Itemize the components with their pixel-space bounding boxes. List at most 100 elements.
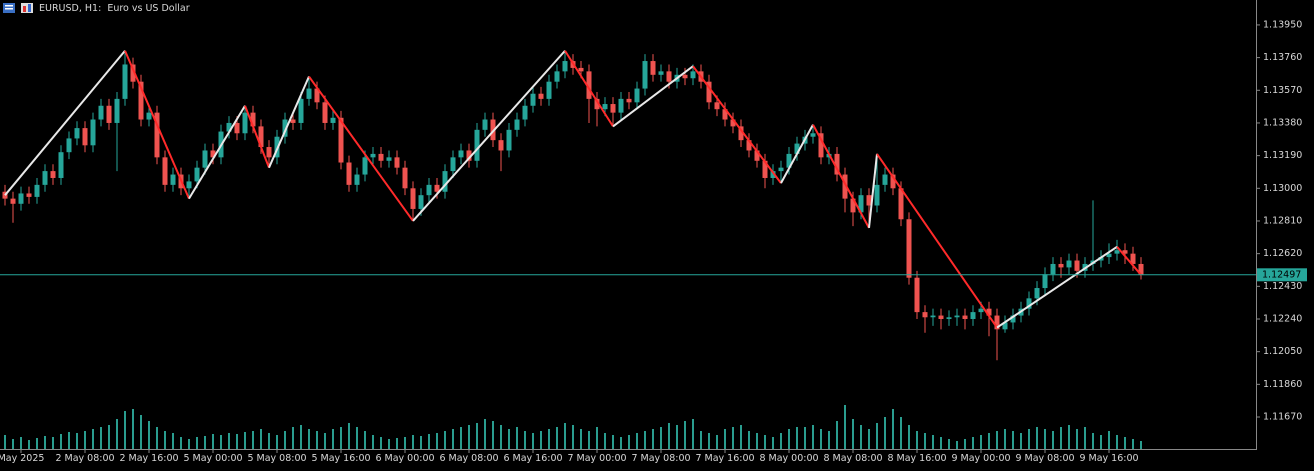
- volume-bar: [228, 433, 230, 449]
- volume-bar: [900, 417, 902, 449]
- candle-body: [546, 81, 552, 99]
- candle-body: [402, 167, 408, 189]
- volume-bar: [964, 439, 966, 449]
- volume-bar: [756, 433, 758, 449]
- candle-body: [1106, 253, 1112, 258]
- volume-bar: [484, 419, 486, 449]
- candle-body: [202, 150, 208, 168]
- volume-bar: [1100, 435, 1102, 449]
- y-tick-label: 1.13570: [1263, 85, 1302, 96]
- candle-body: [562, 61, 568, 72]
- volume-bar: [780, 433, 782, 449]
- candle-body: [954, 315, 960, 318]
- volume-bar: [204, 436, 206, 449]
- candle-body: [370, 153, 376, 158]
- zigzag-segment: [188, 105, 246, 200]
- volume-bar: [652, 429, 654, 449]
- candle-body: [970, 312, 976, 319]
- candle-body: [434, 184, 440, 192]
- x-tick-label: 5 May 16:00: [311, 453, 370, 464]
- volume-bar: [108, 425, 110, 449]
- volume-bar: [580, 429, 582, 449]
- current-price-label: 1.12497: [1262, 269, 1301, 280]
- volume-bar: [468, 425, 470, 449]
- candle-body: [10, 198, 16, 204]
- volume-bar: [972, 437, 974, 449]
- volume-bar: [772, 437, 774, 449]
- volume-bar: [892, 409, 894, 449]
- candle-body: [482, 119, 488, 130]
- volume-bar: [988, 433, 990, 449]
- volume-bar: [356, 427, 358, 449]
- volume-bar: [676, 425, 678, 449]
- volume-bar: [612, 435, 614, 449]
- volume-bar: [956, 441, 958, 449]
- candle-body: [322, 102, 328, 123]
- x-tick-label: 2 May 16:00: [119, 453, 178, 464]
- volume-bar: [1012, 431, 1014, 449]
- volume-bar: [100, 427, 102, 449]
- candle-body: [706, 81, 712, 103]
- candle-body: [426, 184, 432, 196]
- volume-bar: [724, 429, 726, 449]
- candle-body: [906, 219, 912, 278]
- x-tick-label: 5 May 08:00: [247, 453, 306, 464]
- volume-bar: [996, 431, 998, 449]
- volume-bar: [620, 437, 622, 449]
- candle-body: [994, 315, 1000, 330]
- candle-body: [978, 308, 984, 313]
- volume-bar: [628, 435, 630, 449]
- zigzag-segment: [564, 50, 614, 127]
- candle-body: [810, 133, 816, 137]
- x-tick-label: 9 May 00:00: [951, 453, 1010, 464]
- volume-bar: [532, 433, 534, 449]
- candle-body: [1122, 250, 1128, 254]
- candle-body: [18, 193, 24, 204]
- candle-body: [466, 150, 472, 161]
- zigzag-segment: [244, 105, 270, 169]
- candle-body: [474, 129, 480, 161]
- candle-body: [882, 174, 888, 185]
- volume-bar: [388, 439, 390, 449]
- candle-body: [314, 88, 320, 103]
- volume-bar: [732, 427, 734, 449]
- volume-bar: [20, 437, 22, 449]
- volume-bar: [1124, 437, 1126, 449]
- volume-bar: [132, 409, 134, 449]
- volume-bar: [60, 434, 62, 449]
- candle-body: [1050, 263, 1056, 275]
- volume-bar: [516, 427, 518, 449]
- volume-bar: [452, 429, 454, 449]
- candle-body: [650, 61, 656, 75]
- candle-body: [442, 171, 448, 192]
- volume-bar: [1076, 429, 1078, 449]
- volume-bar: [236, 434, 238, 449]
- candle-body: [634, 88, 640, 103]
- candle-body: [346, 162, 352, 185]
- x-tick-label: 6 May 08:00: [439, 453, 498, 464]
- candle-body: [618, 98, 624, 113]
- volume-bar: [1068, 425, 1070, 449]
- y-tick-label: 1.13380: [1263, 117, 1302, 128]
- zigzag-segment: [812, 124, 870, 229]
- volume-bar: [1036, 427, 1038, 449]
- candle-body: [418, 195, 424, 209]
- symbol-icon: [3, 3, 33, 13]
- y-tick-label: 1.12620: [1263, 248, 1302, 259]
- volume-bar: [908, 425, 910, 449]
- candle-body: [498, 140, 504, 151]
- candle-body: [282, 119, 288, 137]
- volume-bar: [180, 437, 182, 449]
- candle-body: [842, 174, 848, 199]
- current-price-box: [1257, 268, 1307, 282]
- volume-bar: [708, 433, 710, 449]
- candle-body: [538, 93, 544, 99]
- candle-body: [1042, 274, 1048, 289]
- candle-body: [50, 171, 56, 178]
- candle-body: [378, 153, 384, 161]
- candle-body: [962, 315, 968, 319]
- candle-body: [850, 198, 856, 213]
- x-tick-label: 6 May 16:00: [503, 453, 562, 464]
- volume-bar: [524, 431, 526, 449]
